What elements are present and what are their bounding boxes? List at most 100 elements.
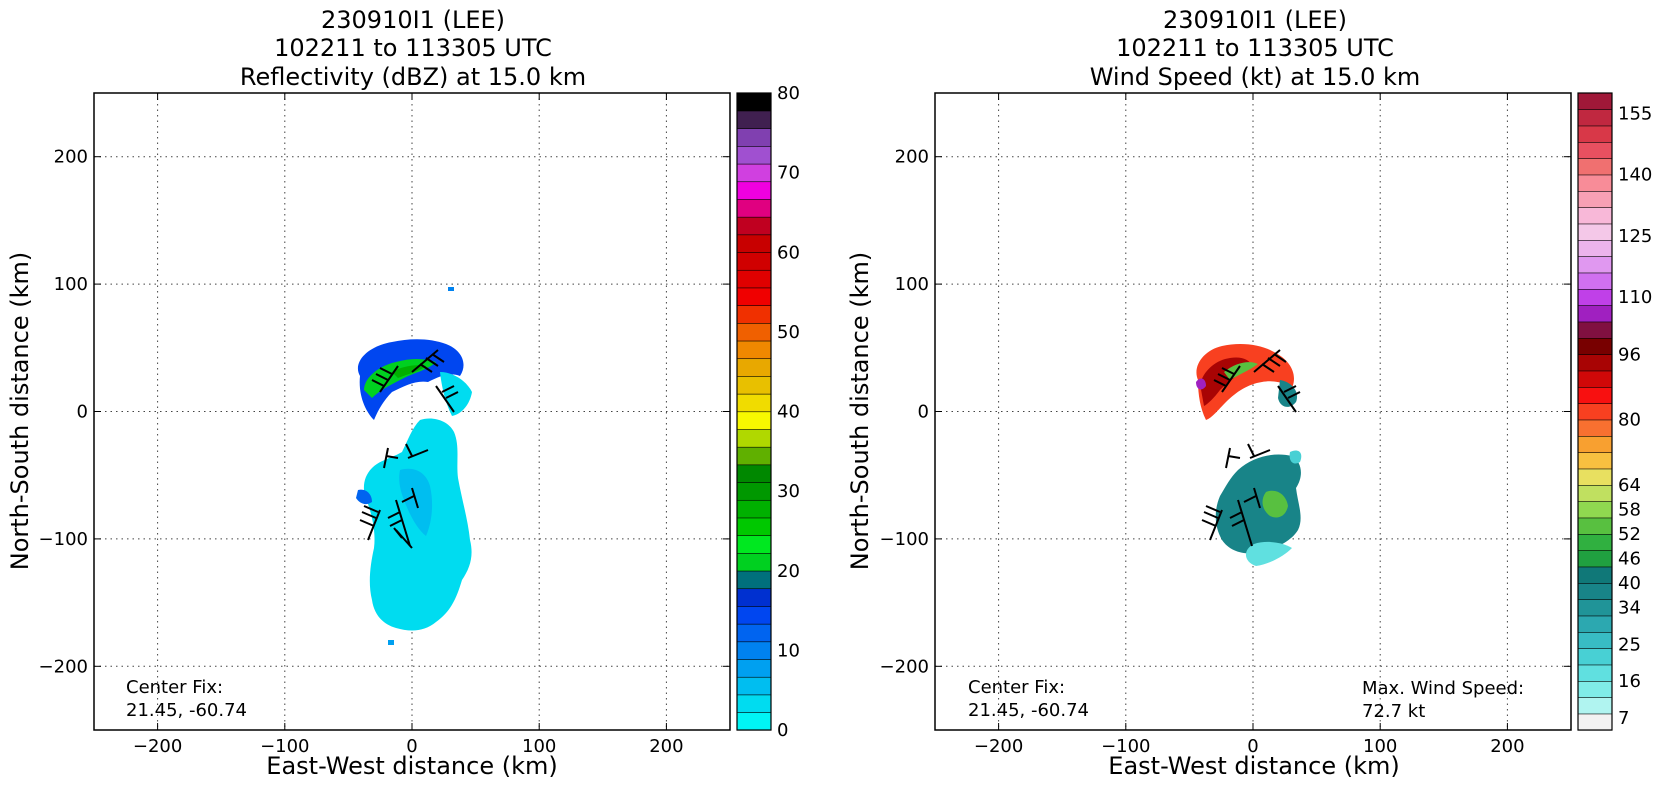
colorbar-tick-label: 52	[1618, 524, 1641, 545]
colorbar-swatch	[736, 92, 772, 112]
colorbar-swatch	[736, 411, 772, 430]
colorbar-tick-label: 80	[1618, 410, 1641, 431]
colorbar-tick-label: 155	[1618, 103, 1652, 124]
colorbar-swatch	[1577, 174, 1613, 192]
colorbar-swatch	[1577, 599, 1613, 617]
colorbar-swatch	[1577, 713, 1613, 731]
colorbar-swatch	[1577, 550, 1613, 568]
colorbar-swatch	[736, 623, 772, 643]
x-tick-label: 200	[1490, 736, 1524, 757]
colorbar-swatch	[736, 181, 772, 200]
colorbar-tick-label: 110	[1618, 287, 1652, 308]
panel-1-wind-barbs	[1201, 349, 1301, 547]
panel-0-grid	[94, 93, 730, 730]
colorbar-tick-label: 70	[777, 163, 800, 184]
colorbar-swatch	[1577, 452, 1613, 470]
colorbar-swatch	[1577, 582, 1613, 600]
colorbar-tick-label: 64	[1618, 475, 1641, 496]
wind-south-green	[1262, 490, 1288, 518]
x-tick-label: 0	[406, 736, 417, 757]
panel-1-center-fix-label: Center Fix:	[968, 677, 1065, 698]
colorbar-swatch	[1577, 697, 1613, 715]
panel-1-data-field	[1196, 344, 1302, 566]
colorbar-swatch	[736, 552, 772, 572]
reflectivity-eyewall-outer	[357, 339, 464, 420]
colorbar-swatch	[1577, 288, 1613, 306]
y-tick-label: 100	[895, 274, 929, 295]
colorbar-swatch	[736, 305, 772, 324]
colorbar-tick-label: 96	[1618, 344, 1641, 365]
colorbar-swatch	[736, 128, 772, 147]
colorbar-tick-label: 10	[777, 640, 800, 661]
x-tick-label: 100	[1363, 736, 1397, 757]
colorbar-swatch	[736, 287, 772, 306]
colorbar-tick-label: 25	[1618, 634, 1641, 655]
colorbar-swatch	[736, 322, 772, 342]
wind-south-light	[1245, 541, 1292, 566]
y-tick-label: −100	[880, 529, 929, 550]
colorbar-swatch	[736, 464, 772, 483]
colorbar-swatch	[736, 694, 772, 713]
panel-0-center-fix-value: 21.45, -60.74	[126, 700, 247, 721]
colorbar-swatch	[736, 481, 772, 501]
panel-0-center-fix-label: Center Fix:	[126, 677, 223, 698]
colorbar-swatch	[736, 535, 772, 554]
colorbar-swatch	[736, 641, 772, 660]
colorbar-tick-label: 16	[1618, 671, 1641, 692]
colorbar-swatch	[1577, 435, 1613, 453]
colorbar-tick-label: 60	[777, 242, 800, 263]
colorbar-swatch	[1577, 664, 1613, 682]
colorbar-swatch	[1577, 207, 1613, 225]
colorbar-swatch	[1577, 321, 1613, 339]
colorbar-swatch	[1577, 354, 1613, 372]
panel-1-xlabel: East-West distance (km)	[1108, 752, 1399, 780]
panel-1-colorbar-ticks: 7 16 25 34 40 46 52 58 64 80 96 110 125 140 155	[1618, 103, 1652, 728]
colorbar-swatch	[736, 658, 772, 678]
x-tick-label: −200	[974, 736, 1023, 757]
y-tick-label: 200	[54, 147, 88, 168]
panel-1-center-fix-value: 21.45, -60.74	[968, 700, 1089, 721]
colorbar-swatch	[736, 517, 772, 536]
colorbar-swatch	[736, 340, 772, 360]
panel-0-colorbar-ticks: 0 10 20 30 40 50 60 70 80	[777, 83, 800, 741]
colorbar-swatch	[1577, 533, 1613, 551]
wind-eyewall-east	[1278, 380, 1298, 407]
colorbar-tick-label: 140	[1618, 165, 1652, 186]
colorbar-swatch	[1577, 370, 1613, 388]
panel-1-ylabel: North-South distance (km)	[846, 252, 874, 571]
colorbar-swatch	[736, 712, 772, 731]
colorbar-tick-label: 7	[1618, 708, 1629, 729]
colorbar-swatch	[736, 499, 772, 519]
y-tick-label: 200	[895, 147, 929, 168]
panel-1-title-line2: 102211 to 113305 UTC	[1116, 34, 1394, 62]
colorbar-swatch	[1577, 403, 1613, 421]
colorbar-swatch	[736, 110, 772, 129]
colorbar-tick-label: 40	[777, 402, 800, 423]
colorbar-tick-label: 0	[777, 720, 788, 741]
colorbar-swatch	[736, 269, 772, 289]
colorbar-tick-label: 125	[1618, 226, 1652, 247]
panel-0-title-line2: 102211 to 113305 UTC	[274, 34, 552, 62]
colorbar-swatch	[1577, 680, 1613, 698]
x-tick-label: −200	[133, 736, 182, 757]
y-tick-label: −200	[880, 656, 929, 677]
panel-wind-speed: 230910I1 (LEE) 102211 to 113305 UTC Wind…	[846, 6, 1652, 780]
colorbar-swatch	[1577, 501, 1613, 519]
panel-0-data-field	[356, 287, 472, 645]
panel-0-axes-frame	[93, 92, 731, 731]
colorbar-swatch	[736, 163, 772, 183]
panel-0-colorbar	[736, 92, 772, 731]
wind-south-teal-edge	[1289, 450, 1302, 464]
colorbar-swatch	[736, 216, 772, 236]
colorbar-swatch	[1577, 615, 1613, 633]
y-tick-label: −100	[39, 529, 88, 550]
x-tick-label: −100	[260, 736, 309, 757]
colorbar-frame	[1577, 92, 1613, 731]
colorbar-tick-label: 46	[1618, 549, 1641, 570]
colorbar-swatch	[1577, 386, 1613, 404]
colorbar-tick-label: 30	[777, 481, 800, 502]
colorbar-swatch	[1577, 648, 1613, 666]
colorbar-swatch	[1577, 337, 1613, 355]
colorbar-tick-label: 58	[1618, 500, 1641, 521]
colorbar-swatch	[736, 570, 772, 590]
